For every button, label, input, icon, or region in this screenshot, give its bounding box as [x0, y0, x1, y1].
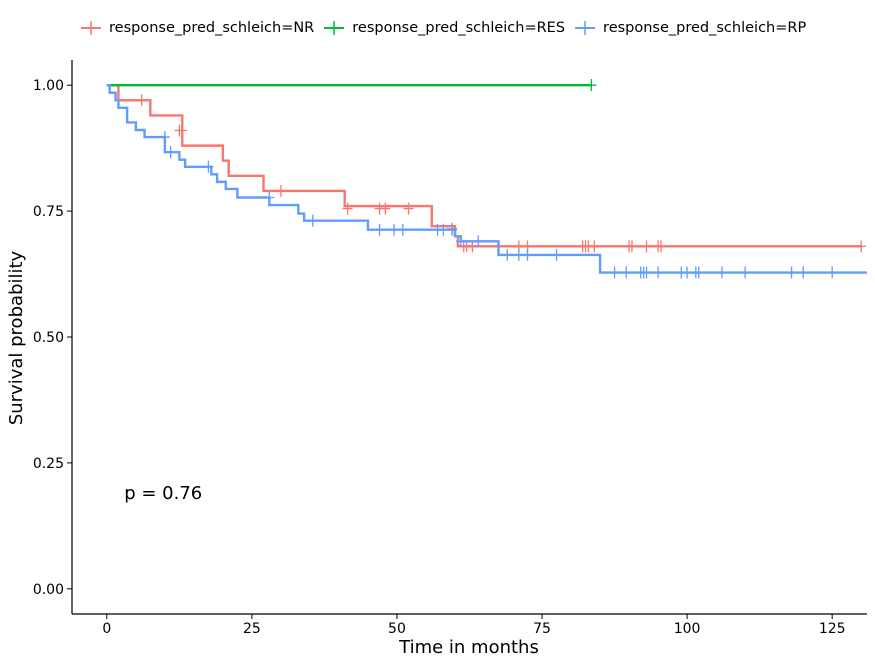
censor-mark-2-26: [693, 266, 704, 279]
survival-curve-0: [106, 83, 862, 248]
censor-mark-0-7: [403, 202, 414, 215]
censor-mark-2-24: [682, 266, 693, 279]
censor-mark-0-3: [275, 184, 286, 197]
censor-mark-2-29: [786, 266, 797, 279]
x-tick-label-3: 75: [533, 621, 551, 637]
censor-mark-2-6: [389, 223, 400, 236]
censor-mark-0-17: [589, 240, 600, 253]
censor-mark-2-4: [307, 214, 318, 227]
axes: 0 25 50 75 100 125 0.00 0.25 0.50 0.75 1.00: [33, 60, 867, 637]
censor-mark-2-11: [455, 235, 466, 248]
censor-mark-0-0: [136, 94, 147, 107]
x-tick-label-1: 25: [243, 621, 261, 637]
legend-label-nr: response_pred_schleich=NR: [109, 20, 315, 36]
p-value-annotation: p = 0.76: [124, 483, 202, 504]
censor-mark-2-7: [397, 223, 408, 236]
censor-mark-0-2: [177, 124, 188, 137]
survival-curve-2: [106, 83, 867, 274]
legend-label-res: response_pred_schleich=RES: [352, 20, 566, 36]
y-tick-label-0: 0.00: [33, 582, 64, 598]
censor-mark-2-10: [447, 223, 458, 236]
censor-mark-2-22: [653, 266, 664, 279]
censor-mark-2-5: [374, 223, 385, 236]
censor-mark-2-2: [203, 160, 214, 173]
censor-mark-2-14: [513, 248, 524, 261]
series-2: [106, 83, 867, 279]
censor-mark-2-21: [641, 266, 652, 279]
censor-mark-0-20: [641, 240, 652, 253]
legend-key-rp: [575, 21, 596, 35]
x-tick-label-0: 0: [102, 621, 111, 637]
censor-mark-2-15: [522, 248, 533, 261]
censor-mark-0-4: [342, 202, 353, 215]
censor-mark-2-9: [438, 223, 449, 236]
censor-mark-2-17: [609, 266, 620, 279]
censor-mark-0-23: [856, 240, 867, 253]
censor-mark-2-0: [159, 131, 170, 144]
series-group: [106, 79, 867, 279]
censor-mark-2-3: [264, 191, 275, 204]
series-0: [106, 83, 867, 253]
censor-mark-2-13: [502, 248, 513, 261]
x-axis-label: Time in months: [398, 637, 539, 658]
censor-mark-0-22: [655, 240, 666, 253]
censor-mark-2-1: [165, 146, 176, 159]
censor-mark-2-18: [621, 266, 632, 279]
legend-key-res: [324, 21, 345, 35]
censor-mark-1-0: [586, 79, 597, 92]
series-1: [106, 79, 597, 92]
censor-mark-0-19: [626, 240, 637, 253]
y-tick-label-4: 1.00: [33, 78, 64, 94]
y-tick-label-3: 0.75: [33, 204, 64, 220]
legend-key-nr: [81, 21, 101, 35]
y-tick-label-2: 0.50: [33, 330, 64, 346]
legend-item-nr: response_pred_schleich=NR: [80, 19, 314, 37]
legend-item-rp: response_pred_schleich=RP: [574, 19, 806, 37]
censor-mark-2-30: [798, 266, 809, 279]
legend-item-res: response_pred_schleich=RES: [323, 19, 565, 37]
censor-mark-0-6: [380, 202, 391, 215]
censor-mark-2-27: [716, 266, 727, 279]
legend: response_pred_schleich=NR response_pred_…: [80, 17, 815, 39]
censor-mark-2-16: [551, 248, 562, 261]
x-tick-label-2: 50: [388, 621, 406, 637]
censor-mark-2-28: [740, 266, 751, 279]
x-tick-label-4: 100: [674, 621, 701, 637]
x-tick-label-5: 125: [819, 621, 846, 637]
legend-label-rp: response_pred_schleich=RP: [603, 20, 807, 36]
censor-mark-2-31: [827, 266, 838, 279]
y-axis-label: Survival probability: [6, 250, 27, 425]
censor-mark-2-12: [473, 235, 484, 248]
y-tick-label-1: 0.25: [33, 456, 64, 472]
